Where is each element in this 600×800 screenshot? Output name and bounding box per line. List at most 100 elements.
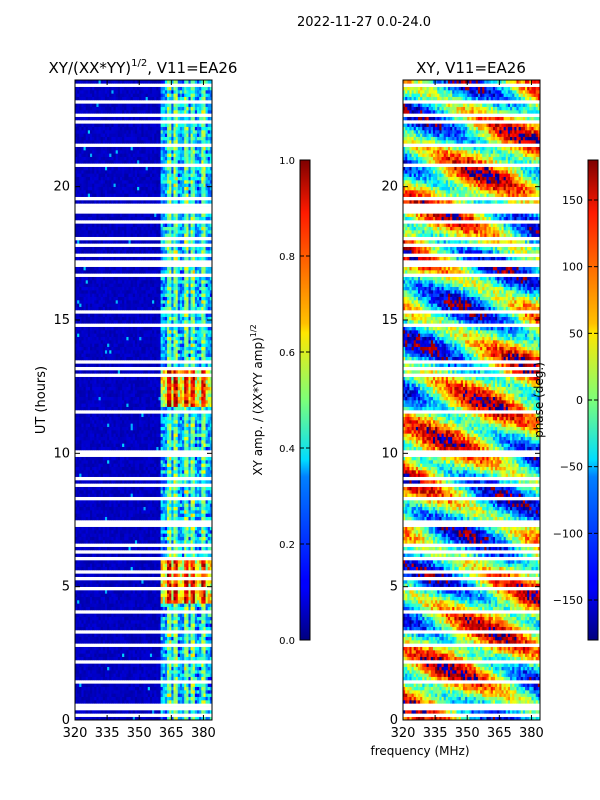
left-heatmap-cell [132, 670, 136, 674]
left-heatmap-cell [169, 683, 172, 687]
left-heatmap-cell [201, 446, 204, 451]
left-heatmap-cell [143, 580, 146, 584]
left-heatmap-cell [124, 646, 127, 651]
left-heatmap-cell [128, 440, 131, 444]
left-heatmap-cell [179, 436, 183, 441]
left-heatmap-cell [184, 670, 187, 674]
left-heatmap-cell [154, 640, 157, 644]
left-heatmap-cell [79, 573, 82, 577]
left-heatmap-cell [182, 426, 185, 431]
left-heatmap-cell [126, 623, 129, 627]
left-heatmap-cell [77, 573, 80, 577]
left-heatmap-cell [145, 513, 149, 517]
left-heatmap-cell [77, 533, 80, 537]
left-heatmap-cell [81, 466, 84, 471]
left-title-tail: , V11=EA26 [147, 59, 237, 77]
left-heatmap-cell [92, 540, 95, 544]
left-heatmap-cell [201, 393, 204, 397]
left-heatmap-cell [173, 516, 176, 521]
left-heatmap-cell [169, 493, 172, 497]
left-heatmap-cell [96, 473, 99, 477]
left-heatmap-cell [89, 503, 93, 507]
left-heatmap-cell [203, 466, 206, 471]
left-heatmap-cell [134, 516, 138, 521]
left-heatmap-cell [119, 513, 123, 517]
left-heatmap-cell [137, 693, 140, 697]
left-heatmap-cell [115, 420, 119, 424]
left-heatmap-cell [143, 590, 146, 594]
left-heatmap-cell [147, 443, 151, 447]
left-heatmap-cell [126, 560, 129, 564]
left-heatmap-cell [137, 540, 140, 544]
left-heatmap-cell [171, 513, 174, 517]
left-heatmap-cell [152, 646, 155, 651]
left-heatmap-cell [169, 690, 172, 694]
left-heatmap-cell [152, 696, 155, 701]
left-heatmap-cell [160, 676, 164, 681]
left-heatmap-cell [188, 563, 191, 567]
left-heatmap-cell [190, 423, 194, 427]
left-heatmap-cell [203, 663, 206, 667]
left-heatmap-cell [79, 486, 82, 491]
left-heatmap-cell [149, 446, 153, 451]
left-heatmap-cell [137, 460, 140, 464]
left-heatmap-cell [98, 693, 101, 697]
left-heatmap-cell [154, 676, 157, 681]
left-heatmap-cell [171, 590, 174, 594]
left-heatmap-cell [92, 563, 95, 567]
left-heatmap-cell [152, 656, 155, 661]
left-heatmap-cell [92, 386, 95, 391]
left-heatmap-cell [141, 606, 144, 611]
left-heatmap-cell [128, 493, 131, 497]
left-heatmap-cell [79, 506, 82, 511]
left-heatmap-cell [156, 396, 159, 401]
left-heatmap-cell [186, 593, 189, 597]
left-heatmap-cell [126, 510, 129, 514]
left-heatmap-cell [137, 400, 140, 404]
left-heatmap-cell [113, 683, 116, 687]
left-heatmap-cell [134, 673, 138, 677]
left-heatmap-cell [164, 420, 168, 424]
left-heatmap-cell [100, 663, 104, 667]
left-heatmap-cell [113, 656, 116, 661]
left-heatmap-cell [104, 440, 108, 444]
left-heatmap-cell [203, 480, 206, 484]
left-heatmap-cell [197, 580, 200, 584]
left-heatmap-cell [104, 420, 108, 424]
left-heatmap-cell [171, 526, 174, 531]
left-heatmap-cell [96, 466, 99, 471]
left-heatmap-cell [192, 563, 196, 567]
left-heatmap-cell [132, 656, 136, 661]
left-heatmap-cell [104, 636, 108, 641]
left-heatmap-cell [122, 510, 125, 514]
left-heatmap-cell [113, 510, 116, 514]
left-heatmap-cell [102, 613, 106, 617]
left-heatmap-cell [162, 503, 166, 507]
left-heatmap-cell [111, 416, 114, 421]
left-heatmap-cell [81, 456, 84, 461]
left-heatmap-cell [137, 573, 140, 577]
left-heatmap-cell [171, 530, 174, 534]
left-heatmap-cell [98, 460, 101, 464]
left-heatmap-cell [154, 686, 157, 691]
left-heatmap-cell [182, 683, 185, 687]
left-heatmap-cell [199, 486, 202, 491]
left-heatmap-cell [175, 710, 179, 714]
left-heatmap-cell [194, 460, 198, 464]
left-heatmap-cell [162, 466, 166, 471]
left-heatmap-cell [87, 700, 91, 704]
left-heatmap-cell [100, 580, 104, 584]
left-heatmap-cell [81, 430, 84, 434]
left-heatmap-cell [156, 473, 159, 477]
left-heatmap-cell [194, 546, 198, 551]
left-heatmap-cell [126, 700, 129, 704]
left-heatmap-cell [96, 613, 99, 617]
left-heatmap-cell [194, 663, 198, 667]
left-heatmap-cell [128, 500, 131, 504]
left-heatmap-cell [83, 416, 87, 421]
left-heatmap-cell [182, 530, 185, 534]
left-heatmap-cell [104, 426, 108, 431]
left-heatmap-cell [98, 600, 101, 604]
left-heatmap-cell [171, 620, 174, 624]
left-heatmap-cell [141, 633, 144, 637]
